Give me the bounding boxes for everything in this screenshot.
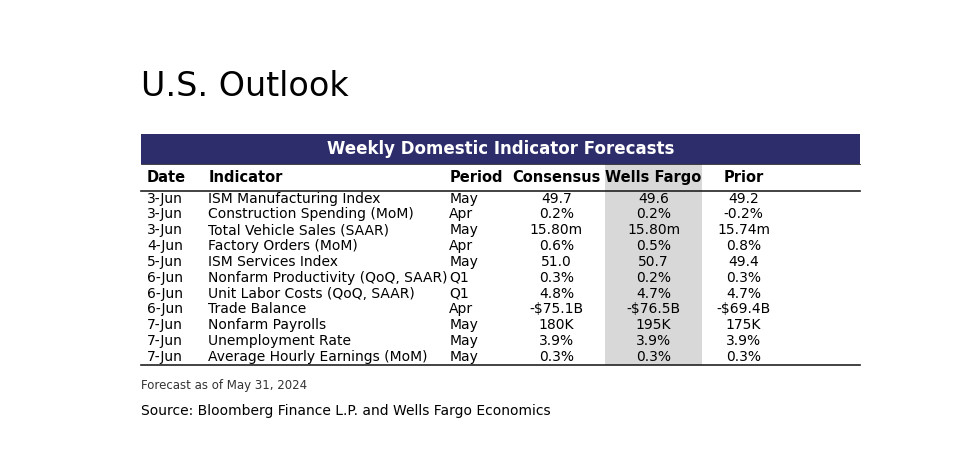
Text: 4-Jun: 4-Jun	[148, 239, 183, 253]
Text: 15.80m: 15.80m	[627, 223, 680, 237]
Text: Forecast as of May 31, 2024: Forecast as of May 31, 2024	[141, 379, 307, 392]
Text: Wells Fargo: Wells Fargo	[606, 170, 701, 185]
Text: 7-Jun: 7-Jun	[148, 334, 183, 348]
Text: 6-Jun: 6-Jun	[148, 303, 183, 316]
Text: 180K: 180K	[538, 318, 574, 332]
Text: Q1: Q1	[449, 286, 469, 301]
Text: 0.3%: 0.3%	[726, 350, 761, 364]
Text: May: May	[449, 255, 478, 269]
Text: 0.2%: 0.2%	[636, 207, 671, 221]
Text: -$69.4B: -$69.4B	[716, 303, 771, 316]
Text: 0.3%: 0.3%	[636, 350, 671, 364]
Bar	[605, 254, 702, 270]
Bar	[605, 238, 702, 254]
Text: Period: Period	[449, 170, 503, 185]
Text: 4.8%: 4.8%	[539, 286, 574, 301]
Text: 15.74m: 15.74m	[717, 223, 770, 237]
Text: ISM Services Index: ISM Services Index	[208, 255, 338, 269]
Bar	[605, 302, 702, 317]
Text: 0.8%: 0.8%	[726, 239, 761, 253]
Text: Source: Bloomberg Finance L.P. and Wells Fargo Economics: Source: Bloomberg Finance L.P. and Wells…	[141, 404, 551, 418]
Text: -$75.1B: -$75.1B	[530, 303, 583, 316]
Text: 3.9%: 3.9%	[539, 334, 574, 348]
Text: 49.2: 49.2	[728, 192, 759, 206]
Text: Date: Date	[148, 170, 187, 185]
Text: Unemployment Rate: Unemployment Rate	[208, 334, 352, 348]
Text: 6-Jun: 6-Jun	[148, 271, 183, 285]
Text: 0.2%: 0.2%	[636, 271, 671, 285]
Text: 0.3%: 0.3%	[726, 271, 761, 285]
Text: -0.2%: -0.2%	[724, 207, 763, 221]
Text: 50.7: 50.7	[638, 255, 669, 269]
Bar	[605, 222, 702, 238]
Text: 3-Jun: 3-Jun	[148, 192, 183, 206]
Text: May: May	[449, 192, 478, 206]
Text: 15.80m: 15.80m	[530, 223, 583, 237]
Text: 3.9%: 3.9%	[726, 334, 761, 348]
Text: 7-Jun: 7-Jun	[148, 318, 183, 332]
Text: Average Hourly Earnings (MoM): Average Hourly Earnings (MoM)	[208, 350, 428, 364]
Text: Q1: Q1	[449, 271, 469, 285]
Text: Construction Spending (MoM): Construction Spending (MoM)	[208, 207, 414, 221]
Text: Factory Orders (MoM): Factory Orders (MoM)	[208, 239, 358, 253]
Bar	[605, 191, 702, 207]
Text: 0.5%: 0.5%	[636, 239, 671, 253]
Text: May: May	[449, 350, 478, 364]
Text: 49.7: 49.7	[541, 192, 572, 206]
Text: 0.3%: 0.3%	[539, 350, 573, 364]
Text: ISM Manufacturing Index: ISM Manufacturing Index	[208, 192, 381, 206]
Bar	[605, 270, 702, 286]
Text: Weekly Domestic Indicator Forecasts: Weekly Domestic Indicator Forecasts	[327, 140, 674, 158]
Text: U.S. Outlook: U.S. Outlook	[141, 70, 349, 103]
Bar	[605, 333, 702, 349]
Bar	[605, 317, 702, 333]
Text: 0.6%: 0.6%	[539, 239, 574, 253]
Text: Nonfarm Productivity (QoQ, SAAR): Nonfarm Productivity (QoQ, SAAR)	[208, 271, 447, 285]
Text: 49.4: 49.4	[728, 255, 759, 269]
Text: 6-Jun: 6-Jun	[148, 286, 183, 301]
Text: May: May	[449, 223, 478, 237]
Text: 49.6: 49.6	[638, 192, 669, 206]
Text: Nonfarm Payrolls: Nonfarm Payrolls	[208, 318, 326, 332]
Bar	[605, 286, 702, 302]
Text: 0.2%: 0.2%	[539, 207, 573, 221]
Text: 5-Jun: 5-Jun	[148, 255, 183, 269]
Text: Total Vehicle Sales (SAAR): Total Vehicle Sales (SAAR)	[208, 223, 389, 237]
Text: -$76.5B: -$76.5B	[626, 303, 681, 316]
Text: Apr: Apr	[449, 207, 473, 221]
Bar	[141, 134, 861, 164]
Text: 195K: 195K	[636, 318, 671, 332]
Text: 3-Jun: 3-Jun	[148, 207, 183, 221]
Text: Apr: Apr	[449, 239, 473, 253]
Bar	[605, 207, 702, 222]
Text: Unit Labor Costs (QoQ, SAAR): Unit Labor Costs (QoQ, SAAR)	[208, 286, 415, 301]
Bar	[605, 349, 702, 365]
Text: Consensus: Consensus	[512, 170, 601, 185]
Text: 175K: 175K	[726, 318, 761, 332]
Text: May: May	[449, 334, 478, 348]
Text: 7-Jun: 7-Jun	[148, 350, 183, 364]
Text: May: May	[449, 318, 478, 332]
Text: 3.9%: 3.9%	[636, 334, 671, 348]
Bar	[605, 164, 702, 191]
Text: 0.3%: 0.3%	[539, 271, 573, 285]
Text: Prior: Prior	[723, 170, 764, 185]
Text: Indicator: Indicator	[208, 170, 282, 185]
Text: 4.7%: 4.7%	[636, 286, 671, 301]
Text: 3-Jun: 3-Jun	[148, 223, 183, 237]
Text: Apr: Apr	[449, 303, 473, 316]
Text: 51.0: 51.0	[541, 255, 572, 269]
Text: Trade Balance: Trade Balance	[208, 303, 307, 316]
Text: 4.7%: 4.7%	[726, 286, 761, 301]
